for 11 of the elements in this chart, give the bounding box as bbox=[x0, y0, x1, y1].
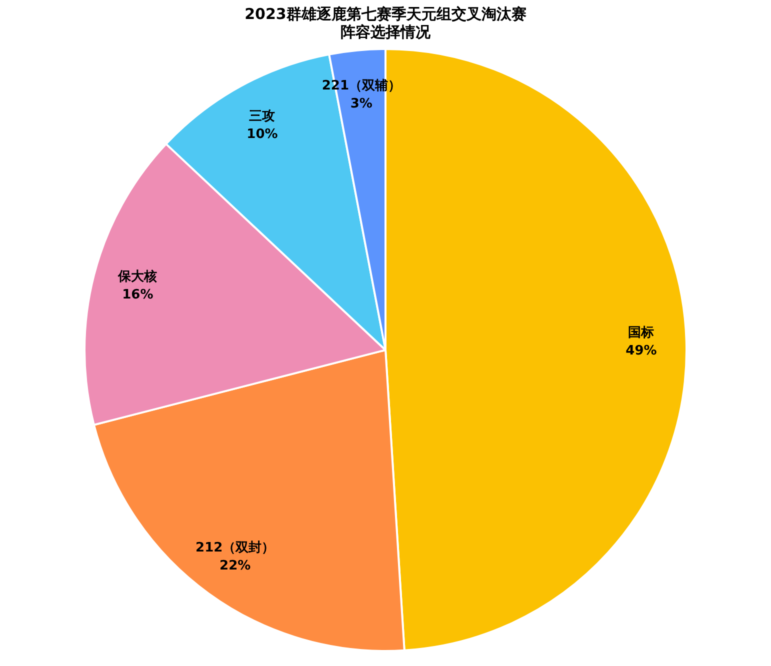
data-label: 3% bbox=[350, 96, 372, 112]
slice-label: 保大核 bbox=[117, 268, 158, 285]
data-label: 49% bbox=[626, 343, 657, 358]
data-label: 22% bbox=[220, 558, 251, 574]
data-label: 16% bbox=[122, 288, 154, 303]
slice-label: 国标 bbox=[628, 325, 654, 340]
data-label: 10% bbox=[246, 127, 278, 142]
text: 2023群雄逐鹿第七赛季天元组交叉淘汰赛 bbox=[244, 4, 526, 23]
text: 阵容选择情况 bbox=[340, 22, 430, 41]
slice-label: 三攻 bbox=[249, 109, 276, 124]
slice-label: 212（双封） bbox=[196, 540, 275, 556]
